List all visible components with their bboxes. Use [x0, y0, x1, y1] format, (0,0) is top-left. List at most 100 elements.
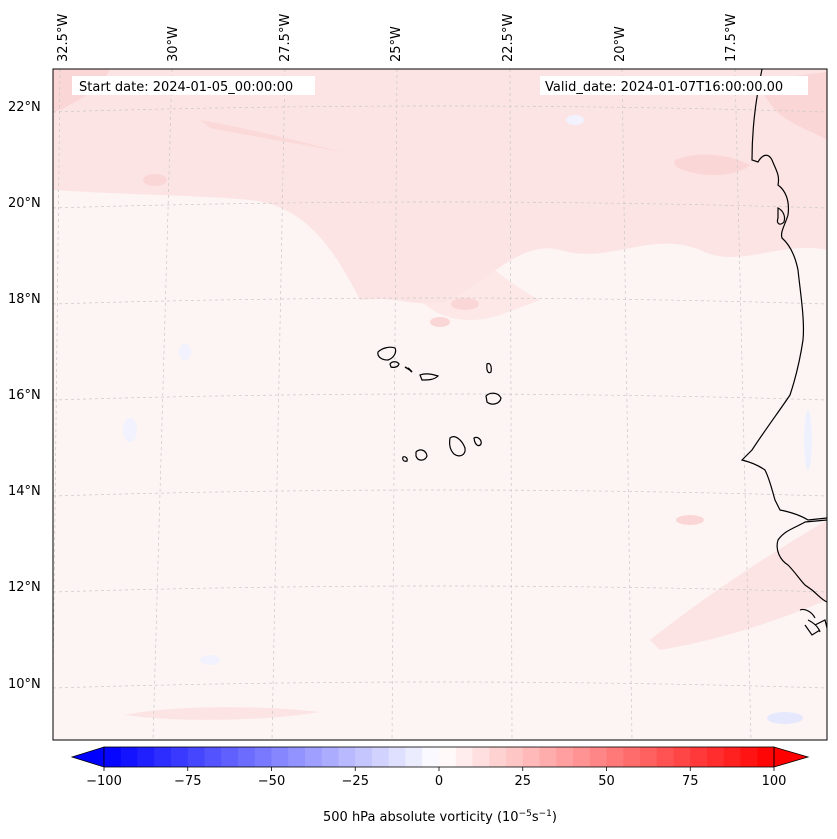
- colorbar-extend-max: [773, 746, 810, 768]
- lon-label: 22.5°W: [501, 14, 516, 62]
- longitude-labels: 32.5°W 30°W 27.5°W 25°W 22.5°W 20°W 17.5…: [56, 14, 739, 62]
- colorbar-tick-label: −50: [258, 774, 285, 789]
- lat-label: 14°N: [8, 484, 41, 499]
- colorbar-segment: [104, 747, 122, 767]
- coastline-bijagos: [799, 608, 827, 636]
- colorbar-ticks: −100 −75 −50 −25 0 25 50 75 100: [86, 767, 786, 789]
- gridlines: [53, 69, 827, 740]
- colorbar-segment: [171, 747, 189, 767]
- colorbar-segment: [640, 747, 658, 767]
- map-panel: [53, 69, 827, 740]
- colorbar-segment: [522, 747, 541, 767]
- vorticity-positive-spot: [430, 317, 450, 327]
- colorbar-segment: [405, 747, 423, 767]
- lon-label: 17.5°W: [724, 14, 739, 62]
- colorbar: −100 −75 −50 −25 0 25 50 75 100 500 hPa absolute…: [70, 746, 810, 825]
- colorbar-segment: [288, 747, 306, 767]
- colorbar-segment: [388, 747, 407, 767]
- colorbar-segment: [539, 747, 557, 767]
- colorbar-tick-label: 25: [514, 774, 531, 789]
- colorbar-tick-label: 100: [762, 774, 787, 789]
- colorbar-segment: [757, 747, 775, 767]
- colorbar-segment: [556, 747, 574, 767]
- colorbar-segment: [254, 747, 273, 767]
- colorbar-segment: [137, 747, 155, 767]
- vorticity-negative-patch: [767, 712, 803, 724]
- colorbar-segment: [506, 747, 524, 767]
- lat-label: 10°N: [8, 677, 41, 692]
- vorticity-positive-spot: [451, 298, 479, 310]
- colorbar-segment: [673, 747, 691, 767]
- vorticity-positive-strong: [674, 154, 750, 176]
- lat-label: 22°N: [8, 100, 41, 115]
- coastline-west-africa: [740, 69, 827, 521]
- start-date-text: Start date: 2024-01-05_00:00:00: [79, 80, 293, 95]
- vorticity-positive-spot: [143, 174, 167, 186]
- colorbar-tick-label: −100: [86, 774, 122, 789]
- colorbar-segment: [439, 747, 457, 767]
- lon-label: 25°W: [389, 26, 404, 62]
- lon-label: 27.5°W: [278, 14, 293, 62]
- colorbar-segment: [723, 747, 742, 767]
- colorbar-segment: [321, 747, 340, 767]
- start-date-box: [72, 76, 315, 95]
- colorbar-segment: [606, 747, 624, 767]
- vorticity-positive-sw: [125, 707, 320, 720]
- lat-label: 18°N: [8, 292, 41, 307]
- vorticity-positive-spot: [676, 515, 704, 525]
- cape-verde-islands: [377, 346, 502, 462]
- colorbar-segment: [271, 747, 289, 767]
- colorbar-segment: [472, 747, 490, 767]
- lat-label: 16°N: [8, 388, 41, 403]
- vorticity-negative-patch: [179, 344, 191, 360]
- vorticity-negative-patch: [566, 115, 584, 125]
- colorbar-segment: [707, 747, 725, 767]
- colorbar-segment: [589, 747, 608, 767]
- colorbar-segment: [372, 747, 390, 767]
- latitude-labels: 22°N 20°N 18°N 16°N 14°N 12°N 10°N: [8, 100, 41, 692]
- colorbar-segment: [740, 747, 758, 767]
- colorbar-segment: [455, 747, 474, 767]
- lat-label: 20°N: [8, 196, 41, 211]
- valid-date-text: Valid_date: 2024-01-07T16:00:00.00: [545, 80, 783, 95]
- colorbar-segment: [690, 747, 708, 767]
- colorbar-segment: [573, 747, 591, 767]
- vorticity-negative-patch: [804, 410, 812, 470]
- vorticity-positive-streak: [200, 120, 380, 160]
- vorticity-negative-patch: [123, 418, 137, 442]
- colorbar-segment: [187, 747, 206, 767]
- colorbar-segment: [338, 747, 356, 767]
- colorbar-segment: [305, 747, 323, 767]
- coastline-detail: [776, 207, 786, 225]
- lat-label: 12°N: [8, 580, 41, 595]
- valid-date-box: [540, 76, 808, 95]
- colorbar-segment: [422, 747, 440, 767]
- colorbar-segment: [221, 747, 239, 767]
- colorbar-segment: [355, 747, 373, 767]
- vorticity-positive-south: [650, 520, 827, 650]
- vorticity-positive-band-b: [280, 200, 540, 320]
- lon-label: 32.5°W: [56, 14, 71, 62]
- lon-label: 20°W: [613, 26, 628, 62]
- colorbar-segments: [104, 747, 775, 767]
- colorbar-segment: [154, 747, 172, 767]
- vorticity-positive-band: [53, 69, 827, 304]
- colorbar-tick-label: −25: [342, 774, 369, 789]
- lon-label: 30°W: [166, 26, 181, 62]
- colorbar-tick-label: −75: [174, 774, 201, 789]
- colorbar-tick-label: 0: [435, 774, 443, 789]
- colorbar-label: 500 hPa absolute vorticity (10−5s−1): [323, 809, 557, 825]
- coastline-guinea: [776, 519, 827, 603]
- colorbar-segment: [489, 747, 507, 767]
- colorbar-segment: [656, 747, 675, 767]
- vorticity-negative-patch: [200, 655, 220, 665]
- colorbar-segment: [120, 747, 139, 767]
- colorbar-segment: [623, 747, 641, 767]
- colorbar-tick-label: 50: [598, 774, 615, 789]
- colorbar-extend-min: [70, 746, 105, 768]
- colorbar-segment: [204, 747, 222, 767]
- map-frame: [52, 68, 828, 741]
- colorbar-segment: [238, 747, 256, 767]
- colorbar-tick-label: 75: [682, 774, 699, 789]
